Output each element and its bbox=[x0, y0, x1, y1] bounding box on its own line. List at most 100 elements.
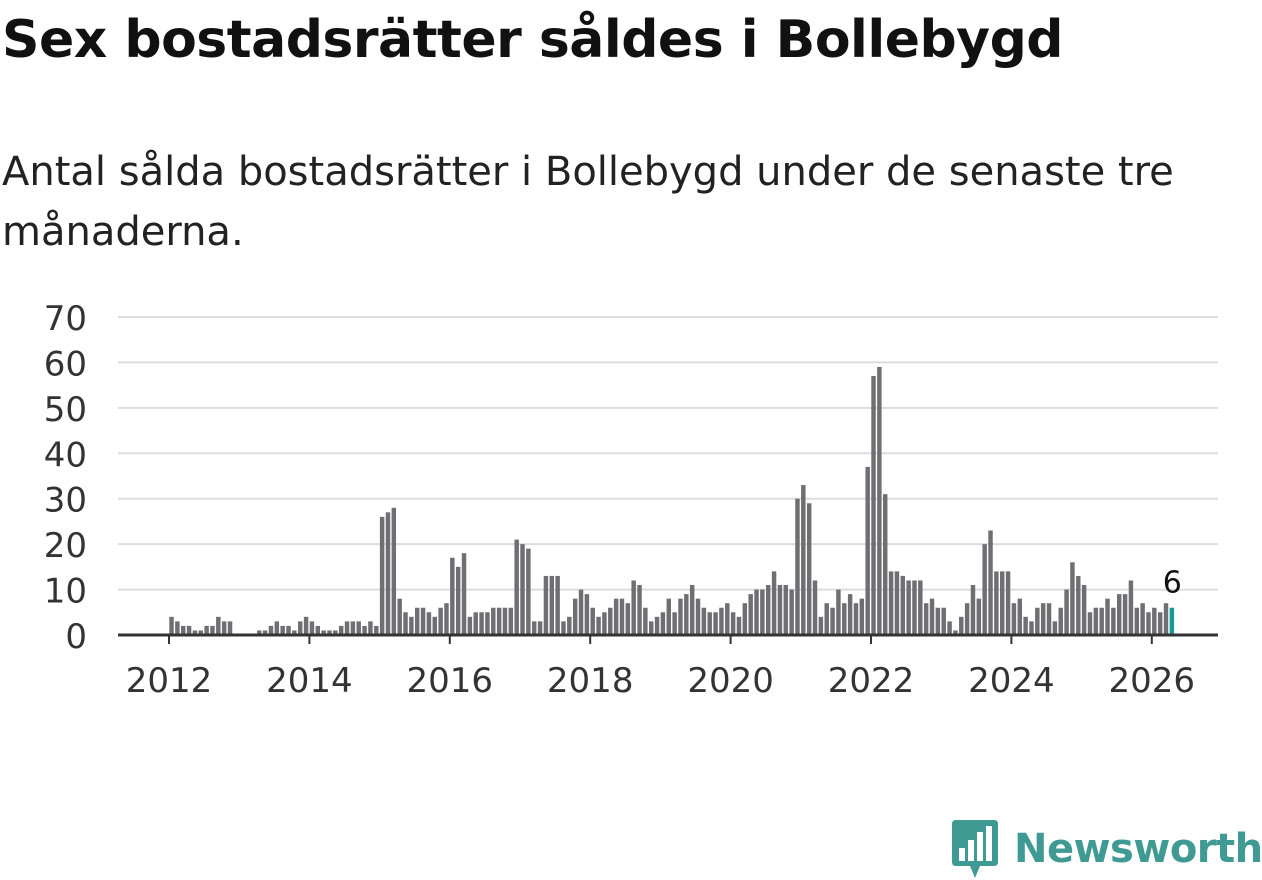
bar bbox=[350, 621, 356, 635]
bar bbox=[268, 625, 274, 635]
bar bbox=[935, 607, 941, 635]
bar bbox=[719, 607, 724, 635]
bar bbox=[853, 603, 859, 635]
y-tick-label: 30 bbox=[44, 481, 87, 521]
bar bbox=[572, 598, 578, 635]
bar bbox=[806, 503, 812, 635]
bar bbox=[1046, 603, 1052, 635]
x-tick-label: 2020 bbox=[687, 661, 774, 701]
bar bbox=[169, 616, 174, 635]
x-tick-label: 2024 bbox=[968, 661, 1055, 701]
bar bbox=[303, 616, 309, 635]
bar bbox=[502, 607, 508, 635]
bar bbox=[537, 621, 543, 635]
x-tick-label: 2022 bbox=[828, 661, 915, 701]
bar bbox=[666, 598, 671, 635]
bar bbox=[192, 630, 198, 635]
bar bbox=[1093, 607, 1099, 635]
newsworthy-logo: Newsworthy bbox=[950, 818, 1262, 880]
bar bbox=[707, 612, 712, 635]
bar bbox=[929, 598, 935, 635]
y-tick-label: 0 bbox=[65, 617, 87, 657]
bar bbox=[625, 603, 631, 635]
bar bbox=[368, 621, 373, 635]
bar bbox=[532, 621, 537, 635]
bar bbox=[812, 580, 818, 635]
bar bbox=[210, 625, 215, 635]
bar bbox=[455, 566, 461, 635]
bar bbox=[801, 485, 806, 635]
bar bbox=[204, 625, 209, 635]
bar bbox=[1035, 607, 1040, 635]
bar bbox=[608, 607, 613, 635]
y-tick-label: 20 bbox=[44, 526, 87, 566]
bar bbox=[906, 580, 911, 635]
bar bbox=[338, 625, 344, 635]
bar bbox=[590, 607, 595, 635]
bar bbox=[508, 607, 514, 635]
bar bbox=[602, 612, 607, 635]
bar bbox=[730, 612, 736, 635]
bar bbox=[1017, 598, 1022, 635]
bar bbox=[865, 466, 870, 635]
bar bbox=[923, 603, 929, 635]
bar bbox=[1128, 580, 1134, 635]
bar bbox=[514, 539, 519, 635]
bar bbox=[438, 607, 443, 635]
bar bbox=[760, 589, 765, 635]
bar bbox=[1152, 607, 1157, 635]
bar bbox=[1081, 585, 1087, 635]
bar bbox=[1157, 612, 1163, 635]
y-tick-label: 40 bbox=[44, 435, 87, 475]
bar bbox=[970, 585, 976, 635]
brand-name: Newsworthy bbox=[1014, 826, 1262, 872]
bar bbox=[1163, 603, 1169, 635]
bar bbox=[695, 598, 701, 635]
bar bbox=[1000, 571, 1005, 635]
bar bbox=[491, 607, 496, 635]
bar bbox=[526, 548, 531, 635]
logo-bar bbox=[968, 840, 974, 861]
bar bbox=[689, 585, 695, 635]
bar bbox=[713, 612, 718, 635]
bar bbox=[1029, 621, 1034, 635]
bar bbox=[1052, 621, 1058, 635]
bar bbox=[292, 630, 297, 635]
bar bbox=[830, 607, 835, 635]
bar bbox=[1134, 607, 1139, 635]
bar bbox=[1058, 607, 1063, 635]
bar-chart: 0 10 20 30 40 50 60 70 2012 2014 2016 2018 2020 2022 2… bbox=[44, 299, 1218, 701]
bar bbox=[976, 598, 982, 635]
bar bbox=[1099, 607, 1104, 635]
bar bbox=[795, 498, 800, 635]
chart-title: Sex bostadsrätter såldes i Bollebygd bbox=[2, 10, 1064, 70]
y-tick-label: 60 bbox=[44, 344, 87, 384]
bar bbox=[175, 621, 180, 635]
bar bbox=[1111, 607, 1116, 635]
bar bbox=[1087, 612, 1093, 635]
bar bbox=[1076, 575, 1081, 635]
y-tick-label: 50 bbox=[44, 390, 87, 430]
bar bbox=[988, 530, 993, 635]
bar bbox=[684, 594, 689, 635]
bar bbox=[877, 366, 882, 635]
bar bbox=[321, 630, 326, 635]
bar bbox=[777, 585, 783, 635]
bar bbox=[555, 575, 560, 635]
bar bbox=[479, 612, 484, 635]
bar bbox=[613, 598, 619, 635]
bar bbox=[994, 571, 999, 635]
bar bbox=[385, 512, 391, 635]
bar bbox=[678, 598, 683, 635]
x-tick-label: 2026 bbox=[1109, 661, 1196, 701]
logo-bar bbox=[959, 848, 965, 861]
bar-highlight bbox=[1169, 607, 1175, 635]
bar bbox=[631, 580, 636, 635]
bar bbox=[420, 607, 426, 635]
bar bbox=[1040, 603, 1046, 635]
bar bbox=[397, 598, 402, 635]
bar bbox=[286, 625, 291, 635]
bar bbox=[771, 571, 777, 635]
bar bbox=[953, 630, 958, 635]
bar bbox=[783, 585, 788, 635]
